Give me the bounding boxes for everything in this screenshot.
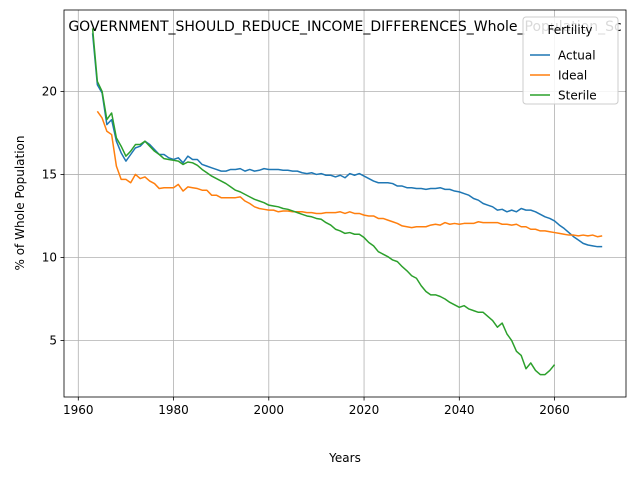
series-line-actual xyxy=(91,33,603,248)
x-axis: 1960 1980 2000 2020 2040 2060 xyxy=(63,397,570,417)
x-axis-label: Years xyxy=(328,451,361,465)
legend-label-sterile: Sterile xyxy=(558,89,597,103)
y-axis-label: % of Whole Population xyxy=(13,136,27,271)
plot-frame xyxy=(63,9,627,398)
chart-title: GOVERNMENT_SHOULD_REDUCE_INCOME_DIFFEREN… xyxy=(68,19,621,35)
x-tick-label: 1960 xyxy=(63,403,94,417)
legend-label-ideal: Ideal xyxy=(558,69,587,83)
x-tick-label: 2000 xyxy=(254,403,285,417)
x-tick-label: 1980 xyxy=(158,403,189,417)
y-tick-label: 20 xyxy=(42,84,57,98)
legend-entries: Actual Ideal Sterile xyxy=(530,49,597,103)
y-axis: 5 10 15 20 xyxy=(42,84,64,348)
series-line-sterile xyxy=(91,28,556,376)
y-tick-label: 15 xyxy=(42,167,57,181)
series-line-ideal xyxy=(96,110,603,238)
x-tick-label: 2020 xyxy=(349,403,380,417)
legend: Fertility Actual Ideal Sterile xyxy=(522,16,619,105)
y-tick-label: 10 xyxy=(42,250,57,264)
x-tick-label: 2040 xyxy=(444,403,475,417)
y-tick-label: 5 xyxy=(49,334,57,348)
legend-label-actual: Actual xyxy=(558,49,596,63)
series-layer xyxy=(91,28,603,376)
legend-box xyxy=(522,16,619,105)
x-tick-label: 2060 xyxy=(539,403,570,417)
legend-title: Fertility xyxy=(547,23,592,37)
